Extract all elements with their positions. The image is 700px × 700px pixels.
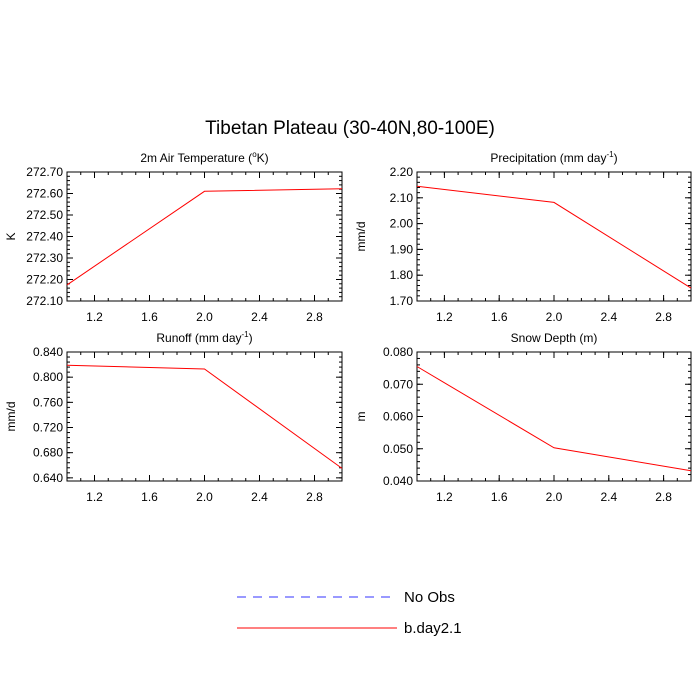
- legend-label: b.day2.1: [404, 620, 462, 637]
- x-tick-label: 1.6: [141, 490, 158, 504]
- x-tick-label: 2.4: [251, 490, 268, 504]
- x-tick-label: 1.6: [491, 310, 508, 324]
- y-axis-label: mm/d: [4, 402, 18, 432]
- panel-title: Snow Depth (m): [511, 331, 598, 345]
- x-tick-label: 2.8: [655, 310, 672, 324]
- legend-label: No Obs: [404, 589, 455, 606]
- y-tick-label: 2.00: [390, 217, 414, 231]
- y-tick-label: 272.30: [26, 251, 63, 265]
- x-tick-label: 1.6: [491, 490, 508, 504]
- panel-title-text: 2m Air Temperature (: [140, 151, 252, 165]
- panel-title-text: Snow Depth (m): [511, 331, 598, 345]
- panel-3: 1.2 1.6 2.0 2.4 2.8 0.640 0.680 0.720 0.760 0.800…: [4, 330, 343, 504]
- y-tick-label: 0.680: [33, 446, 63, 460]
- x-tick-label: 2.0: [196, 490, 213, 504]
- x-tick-label: 2.4: [251, 310, 268, 324]
- panel-4: 1.2 1.6 2.0 2.4 2.8 0.040 0.050 0.060 0.070 0.080…: [354, 331, 692, 504]
- y-tick-label: 0.720: [33, 421, 63, 435]
- y-axis-label: K: [4, 232, 18, 240]
- figure-title: Tibetan Plateau (30-40N,80-100E): [205, 118, 495, 139]
- y-tick-label: 272.70: [26, 165, 63, 179]
- y-axis-label: m: [354, 412, 368, 422]
- x-tick-label: 1.2: [436, 310, 453, 324]
- plot-frame: [416, 351, 692, 482]
- panel-title-superscript: -1: [242, 330, 250, 339]
- y-tick-label: 272.50: [26, 208, 63, 222]
- y-tick-label: 0.040: [383, 474, 413, 488]
- x-tick-label: 1.2: [436, 490, 453, 504]
- panel-title-superscript: -1: [606, 150, 614, 159]
- x-tick-label: 1.6: [141, 310, 158, 324]
- legend: No Obs b.day2.1: [237, 589, 462, 637]
- panel-title: Runoff (mm day-1): [156, 330, 252, 345]
- x-tick-label: 2.0: [546, 310, 563, 324]
- y-tick-label: 0.050: [383, 442, 413, 456]
- panel-title: 2m Air Temperature (oK): [140, 150, 268, 165]
- panel-title: Precipitation (mm day-1): [490, 150, 617, 165]
- x-tick-label: 2.0: [546, 490, 563, 504]
- x-tick-label: 1.2: [86, 310, 103, 324]
- y-tick-label: 0.080: [383, 345, 413, 359]
- y-tick-label: 0.640: [33, 471, 63, 485]
- y-tick-label: 0.760: [33, 395, 63, 409]
- y-tick-label: 272.20: [26, 273, 63, 287]
- panel-title-tail: ): [614, 151, 618, 165]
- panel-1: 1.2 1.6 2.0 2.4 2.8 272.10 272.20 272.30 272.40 2…: [4, 150, 343, 324]
- series-line-b.day2.1: [66, 188, 343, 286]
- y-tick-label: 2.10: [390, 191, 414, 205]
- series-line-b.day2.1: [416, 185, 692, 289]
- x-tick-label: 2.4: [600, 310, 617, 324]
- panel-title-text: Runoff (mm day: [156, 331, 241, 345]
- x-tick-label: 1.2: [86, 490, 103, 504]
- x-tick-label: 2.8: [306, 490, 323, 504]
- x-tick-label: 2.8: [306, 310, 323, 324]
- panel-title-superscript: o: [252, 150, 257, 159]
- series-line-b.day2.1: [416, 366, 692, 472]
- y-tick-label: 0.070: [383, 377, 413, 391]
- y-tick-label: 0.840: [33, 345, 63, 359]
- y-tick-label: 2.20: [390, 165, 414, 179]
- y-axis-label: mm/d: [354, 222, 368, 252]
- x-tick-label: 2.4: [600, 490, 617, 504]
- panel-title-tail: K): [257, 151, 269, 165]
- x-tick-label: 2.8: [655, 490, 672, 504]
- y-tick-label: 1.80: [390, 268, 414, 282]
- series-line-b.day2.1: [66, 364, 343, 469]
- panel-title-tail: ): [249, 331, 253, 345]
- y-tick-label: 1.90: [390, 242, 414, 256]
- panel-title-text: Precipitation (mm day: [490, 151, 606, 165]
- x-tick-label: 2.0: [196, 310, 213, 324]
- y-tick-label: 272.40: [26, 230, 63, 244]
- panel-2: 1.2 1.6 2.0 2.4 2.8 1.70 1.80 1.90 2.00 2.10 2.20 P…: [354, 150, 692, 324]
- plot-frame: [66, 351, 343, 482]
- y-tick-label: 1.70: [390, 294, 414, 308]
- panels: 1.2 1.6 2.0 2.4 2.8 272.10 272.20 272.30 272.40 2…: [4, 150, 692, 504]
- y-tick-label: 0.060: [383, 410, 413, 424]
- y-tick-label: 0.800: [33, 370, 63, 384]
- y-tick-label: 272.60: [26, 187, 63, 201]
- y-tick-label: 272.10: [26, 294, 63, 308]
